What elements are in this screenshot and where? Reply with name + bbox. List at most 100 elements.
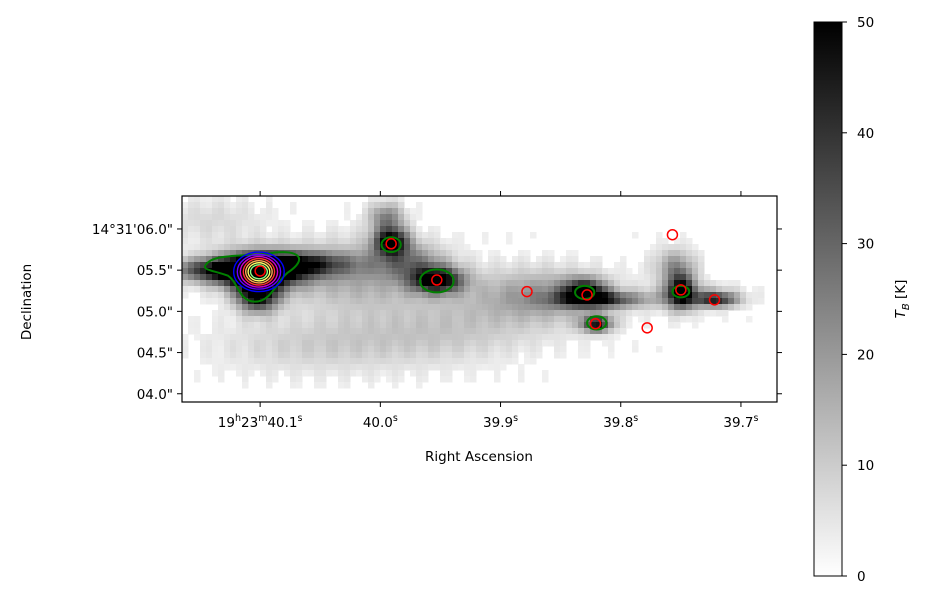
heatmap-cell <box>572 250 579 257</box>
heatmap-cell <box>458 340 465 347</box>
heatmap-cell <box>668 298 675 305</box>
heatmap-cell <box>332 226 339 233</box>
heatmap-cell <box>218 250 225 257</box>
heatmap-cell <box>302 238 309 245</box>
heatmap-cell <box>434 232 441 239</box>
heatmap-cell <box>278 364 285 371</box>
heatmap-cell <box>368 280 375 287</box>
heatmap-cell <box>428 352 435 359</box>
heatmap-cell <box>320 232 327 239</box>
heatmap-cell <box>362 334 369 341</box>
heatmap-cell <box>284 274 291 281</box>
heatmap-cell <box>242 298 249 305</box>
heatmap-cell <box>410 352 417 359</box>
heatmap-cell <box>230 310 237 317</box>
heatmap-cell <box>206 220 213 227</box>
heatmap-cell <box>650 304 657 311</box>
heatmap-cell <box>296 310 303 317</box>
contour-level <box>232 251 285 293</box>
heatmap-cell <box>386 334 393 341</box>
heatmap-cell <box>206 202 213 209</box>
heatmap-cell <box>206 250 213 257</box>
heatmap-cell <box>356 274 363 281</box>
heatmap-cell <box>614 316 621 323</box>
heatmap-cell <box>578 298 585 305</box>
heatmap-cell <box>656 262 663 269</box>
contour-level <box>245 259 273 284</box>
heatmap-cell <box>620 262 627 269</box>
heatmap-cell <box>692 262 699 269</box>
heatmap-cell <box>344 286 351 293</box>
heatmap-cell <box>662 304 669 311</box>
heatmap-cell <box>386 202 393 209</box>
heatmap-cell <box>674 274 681 281</box>
heatmap-cell <box>248 292 255 299</box>
heatmap-cell <box>470 352 477 359</box>
heatmap-cell <box>644 262 651 269</box>
heatmap-cell <box>440 274 447 281</box>
heatmap-cell <box>194 376 201 383</box>
heatmap-cell <box>314 238 321 245</box>
heatmap-cell <box>728 280 735 287</box>
heatmap-cell <box>410 292 417 299</box>
heatmap-cell <box>242 340 249 347</box>
heatmap-cell <box>332 370 339 377</box>
heatmap-cell <box>320 304 327 311</box>
heatmap-cell <box>188 328 195 335</box>
heatmap-cell <box>428 286 435 293</box>
heatmap-cell <box>440 370 447 377</box>
heatmap-cell <box>218 304 225 311</box>
heatmap-cell <box>422 268 429 275</box>
heatmap-cell <box>470 250 477 257</box>
heatmap-cell <box>212 214 219 221</box>
heatmap-cell <box>338 244 345 251</box>
heatmap-cell <box>332 274 339 281</box>
heatmap-cell <box>356 238 363 245</box>
heatmap-cell <box>386 340 393 347</box>
heatmap-cell <box>206 256 213 263</box>
heatmap-cell <box>272 340 279 347</box>
heatmap-cell <box>410 364 417 371</box>
heatmap-cell <box>200 232 207 239</box>
heatmap-cell <box>344 208 351 215</box>
heatmap-cell <box>194 334 201 341</box>
heatmap-cell <box>236 364 243 371</box>
heatmap-cell <box>464 364 471 371</box>
heatmap-cell <box>218 232 225 239</box>
heatmap-cell <box>686 310 693 317</box>
heatmap-cell <box>218 256 225 263</box>
heatmap-cell <box>314 310 321 317</box>
heatmap-cell <box>494 364 501 371</box>
heatmap-cell <box>350 286 357 293</box>
heatmap-cell <box>638 310 645 317</box>
heatmap-cell <box>284 268 291 275</box>
heatmap-cell <box>230 220 237 227</box>
heatmap-cell <box>416 286 423 293</box>
heatmap-cell <box>560 268 567 275</box>
heatmap-cell <box>260 304 267 311</box>
heatmap-cell <box>332 316 339 323</box>
heatmap-cell <box>446 376 453 383</box>
heatmap-cell <box>212 328 219 335</box>
heatmap-cell <box>362 376 369 383</box>
heatmap-cell <box>194 322 201 329</box>
heatmap-cell <box>206 226 213 233</box>
heatmap-cell <box>350 364 357 371</box>
heatmap-cell <box>272 316 279 323</box>
heatmap-cell <box>440 340 447 347</box>
heatmap-cell <box>290 376 297 383</box>
heatmap-cell <box>380 286 387 293</box>
heatmap-cell <box>224 346 231 353</box>
heatmap-cell <box>614 298 621 305</box>
heatmap-cell <box>404 340 411 347</box>
heatmap-cell <box>620 280 627 287</box>
heatmap-cell <box>236 220 243 227</box>
heatmap-cell <box>248 286 255 293</box>
heatmap-cell <box>380 364 387 371</box>
heatmap-cell <box>440 250 447 257</box>
heatmap-cell <box>326 370 333 377</box>
heatmap-cell <box>428 226 435 233</box>
heatmap-cell <box>290 382 297 389</box>
heatmap-cell <box>224 256 231 263</box>
heatmap-cell <box>272 328 279 335</box>
